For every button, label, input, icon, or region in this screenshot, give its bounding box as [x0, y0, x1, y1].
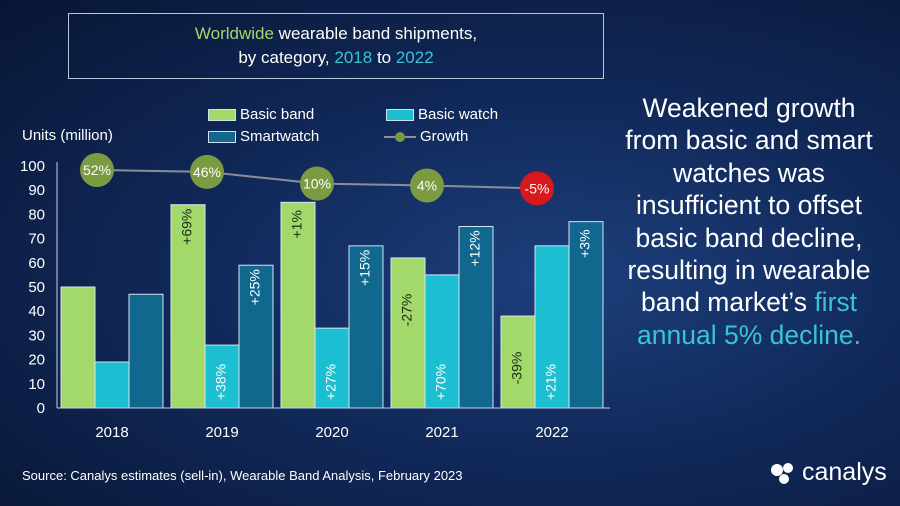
bar-basic-band-2018	[60, 286, 96, 409]
growth-marker-2021	[410, 168, 444, 203]
canalys-logo-icon	[771, 462, 793, 484]
bar-label-basic-watch-2019: +38%	[213, 364, 229, 400]
bar-label-smartwatch-2019: +25%	[247, 269, 263, 305]
legend-basic-watch: Basic watch	[386, 106, 498, 123]
bar-basic-watch-2018	[94, 361, 130, 409]
growth-label-2018: 52%	[83, 162, 111, 178]
bar-label-basic-watch-2020: +27%	[323, 364, 339, 400]
y-tick-label: 40	[28, 303, 45, 320]
bar-label-smartwatch-2020: +15%	[357, 250, 373, 286]
chart-title-line-1: Worldwide wearable band shipments,	[194, 24, 478, 43]
growth-marker-2019	[190, 154, 224, 189]
x-tick-label-2018: 2018	[95, 424, 128, 441]
x-tick-label-2019: 2019	[205, 424, 238, 441]
y-tick-label: 30	[28, 327, 45, 344]
bar-label-basic-watch-2021: +70%	[433, 364, 449, 400]
bar-basic-band-2021	[390, 257, 426, 409]
bar-basic-band-2022	[500, 315, 536, 409]
bar-basic-watch-2022	[534, 245, 570, 409]
canalys-logo: canalys	[770, 458, 887, 487]
legend-swatch-smartwatch	[208, 130, 236, 143]
bar-label-basic-band-2022: -39%	[509, 352, 525, 385]
legend-line-growth	[384, 131, 416, 143]
y-tick-label: 70	[28, 231, 45, 248]
chart-title-box: Worldwide wearable band shipments, by ca…	[68, 13, 604, 79]
legend-label-basic-watch: Basic watch	[418, 106, 499, 123]
legend-basic-band: Basic band	[208, 106, 314, 123]
growth-marker-2020	[300, 166, 334, 201]
bar-basic-band-2020	[280, 201, 316, 409]
side-commentary: Weakened growth from basic and smart wat…	[625, 93, 873, 350]
growth-label-2021: 4%	[417, 177, 437, 193]
x-tick-label-2021: 2021	[425, 424, 458, 441]
bar-label-basic-band-2019: +69%	[179, 209, 195, 245]
legend-growth: Growth	[384, 128, 468, 145]
legend-swatch-basic-band	[208, 108, 236, 121]
canalys-logo-text: canalys	[802, 458, 887, 486]
y-tick-label: 80	[28, 206, 45, 223]
y-tick-label: 50	[28, 279, 45, 296]
legend-label-growth: Growth	[420, 128, 469, 145]
y-tick-label: 0	[37, 400, 45, 417]
y-tick-label: 60	[28, 255, 45, 272]
legend-label-smartwatch: Smartwatch	[240, 128, 320, 145]
bar-smartwatch-2020	[348, 245, 384, 409]
bar-smartwatch-2019	[238, 264, 274, 409]
growth-label-2019: 46%	[193, 164, 221, 180]
legend-swatch-basic-watch	[386, 108, 414, 121]
bar-label-smartwatch-2022: +3%	[577, 229, 593, 257]
growth-label-2020: 10%	[303, 176, 331, 192]
bar-basic-band-2019	[170, 204, 206, 409]
y-tick-label: 10	[28, 376, 45, 393]
bar-label-basic-band-2021: -27%	[399, 294, 415, 327]
y-axis-label: Units (million)	[22, 127, 113, 144]
legend-label-basic-band: Basic band	[240, 106, 315, 123]
y-tick-label: 20	[28, 352, 45, 369]
y-tick-label: 90	[28, 182, 45, 199]
growth-marker-2022	[520, 171, 554, 206]
y-tick-label: 100	[20, 158, 45, 175]
bar-smartwatch-2021	[458, 226, 494, 409]
bar-smartwatch-2022	[568, 221, 604, 409]
bar-label-basic-band-2020: +1%	[289, 210, 305, 238]
source-note: Source: Canalys estimates (sell-in), Wea…	[22, 468, 463, 483]
bar-label-basic-watch-2022: +21%	[543, 364, 559, 400]
growth-marker-2018	[80, 153, 114, 187]
x-tick-label-2020: 2020	[315, 424, 348, 441]
bar-label-smartwatch-2021: +12%	[467, 230, 483, 266]
x-tick-label-2022: 2022	[535, 424, 568, 441]
bar-basic-watch-2019	[204, 344, 240, 409]
chart-title-line-2: by category, 2018 to 2022	[238, 48, 434, 67]
legend-smartwatch: Smartwatch	[208, 128, 319, 145]
growth-label-2022: -5%	[525, 180, 550, 196]
bar-smartwatch-2018	[128, 293, 164, 409]
